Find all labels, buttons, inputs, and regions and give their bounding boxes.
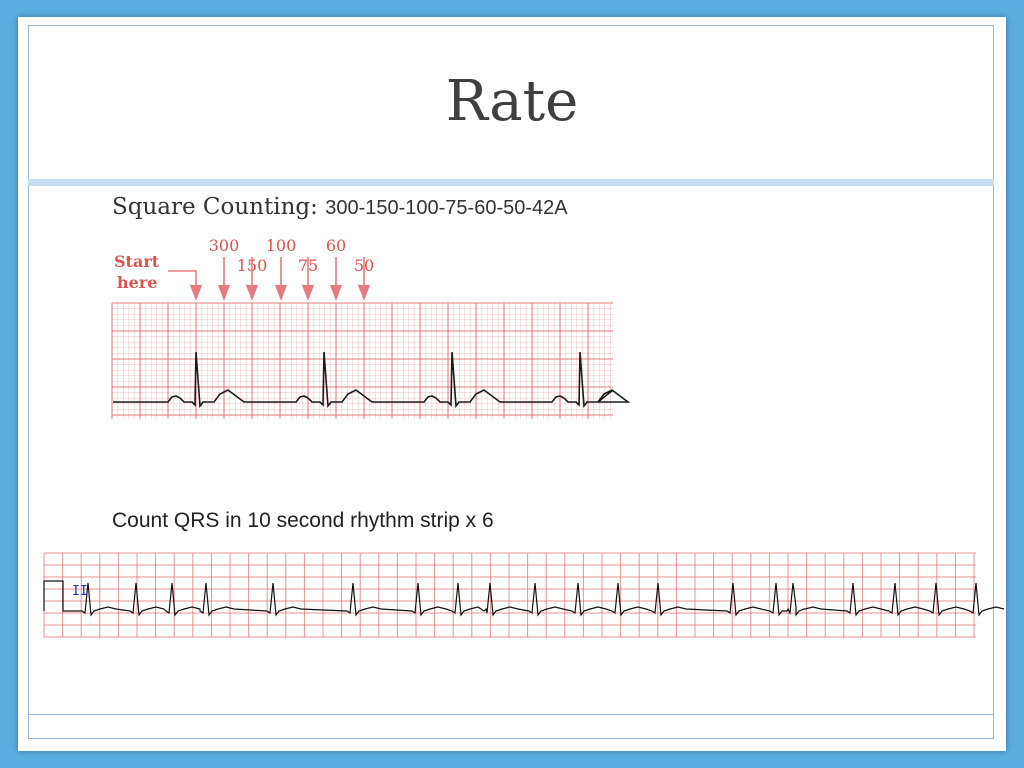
square-counting-diagram: Start here 300 100 60 150 75 50 [111,236,631,419]
arrow-head [190,285,202,301]
rate-labels: Start here 300 100 60 150 75 50 [114,236,374,292]
ecg-trace-small [113,351,631,409]
rate-label-100: 100 [266,236,297,255]
arrow-head [302,285,314,301]
rate-label-300: 300 [209,236,240,255]
rate-label-60: 60 [326,236,346,255]
slide-title: Rate [445,69,579,134]
rate-arrows [190,257,370,301]
square-counting-heading: Square Counting: 300-150-100-75-60-50-42… [112,194,568,220]
rhythm-strip-heading: Count QRS in 10 second rhythm strip x 6 [112,509,494,532]
start-pointer [168,270,197,279]
lead-label: II [72,584,88,599]
rhythm-strip-trace [43,580,1005,617]
slide: Rate Square Counting: 300-150-100-75-60-… [18,17,1006,751]
arrow-head [218,285,230,301]
arrow-head [330,285,342,301]
arrow-head [358,285,370,301]
square-counting-sequence: 300-150-100-75-60-50-42A [325,197,568,219]
rhythm-strip-grid [43,552,976,638]
footer-divider [28,714,994,715]
slide-frame [28,25,994,739]
start-label-line2: here [117,273,157,292]
square-counting-label: Square Counting: [112,194,318,220]
title-divider [28,179,994,186]
rhythm-strip: II [43,552,1005,638]
start-label-line1: Start [114,252,160,271]
arrow-head [275,285,287,301]
arrow-head [246,285,258,301]
